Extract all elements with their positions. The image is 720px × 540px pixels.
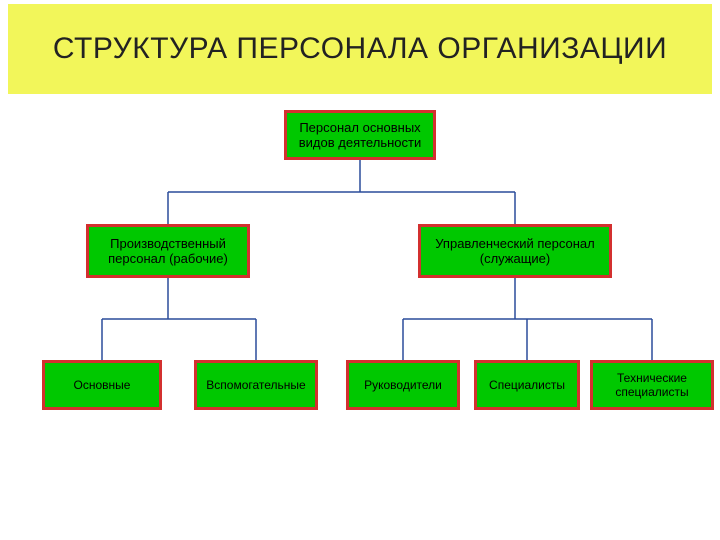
tree-node-osn: Основные <box>42 360 162 410</box>
tree-node-spec: Специалисты <box>474 360 580 410</box>
tree-node-prod: Производственный персонал (рабочие) <box>86 224 250 278</box>
node-label: Производственный персонал (рабочие) <box>108 236 228 266</box>
node-label: Персонал основных видов деятельности <box>299 120 421 150</box>
node-label: Вспомогательные <box>206 378 305 392</box>
tree-node-ruk: Руководители <box>346 360 460 410</box>
node-label: Управленческий персонал (служащие) <box>435 236 594 266</box>
node-label: Технические специалисты <box>599 371 705 399</box>
node-label: Руководители <box>364 378 442 392</box>
node-label: Специалисты <box>489 378 565 392</box>
node-label: Основные <box>74 378 131 392</box>
tree-node-mgmt: Управленческий персонал (служащие) <box>418 224 612 278</box>
tree-node-tech: Технические специалисты <box>590 360 714 410</box>
page-title: СТРУКТУРА ПЕРСОНАЛА ОРГАНИЗАЦИИ <box>8 4 712 94</box>
tree-node-root: Персонал основных видов деятельности <box>284 110 436 160</box>
diagram-canvas: СТРУКТУРА ПЕРСОНАЛА ОРГАНИЗАЦИИ Персонал… <box>0 0 720 540</box>
tree-node-vspom: Вспомогательные <box>194 360 318 410</box>
